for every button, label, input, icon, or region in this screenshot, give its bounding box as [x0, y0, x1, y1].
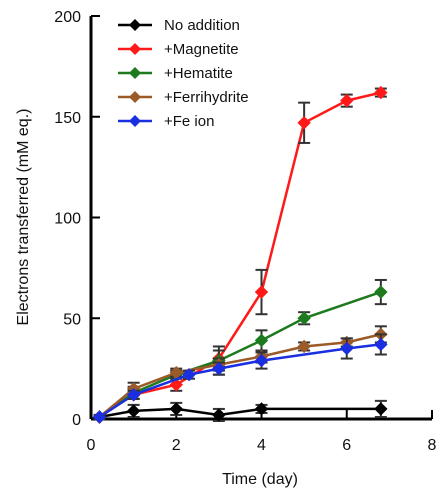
series-line: [98, 91, 382, 419]
data-point: [212, 361, 226, 376]
x-tick-label: 2: [172, 437, 181, 454]
x-tick-label: 4: [257, 437, 266, 454]
legend-marker: [129, 67, 141, 79]
legend-marker: [129, 19, 141, 31]
x-tick-label: 6: [342, 437, 351, 454]
legend-label: +Hematite: [164, 65, 233, 82]
data-point: [374, 285, 388, 299]
data-point: [374, 337, 388, 352]
series-line: [98, 290, 382, 419]
data-point: [169, 402, 183, 416]
series-line: [99, 407, 381, 419]
data-point: [374, 85, 388, 100]
data-point: [212, 408, 226, 422]
data-point: [254, 353, 269, 368]
series-line: [98, 343, 381, 419]
data-point: [297, 339, 311, 354]
data-point: [182, 367, 196, 382]
series-fe-ion: [92, 333, 388, 424]
data-point: [374, 402, 388, 416]
data-point: [92, 410, 107, 424]
data-point: [169, 378, 183, 392]
data-point: [126, 388, 141, 402]
data-point: [297, 116, 311, 130]
data-point: [126, 404, 141, 418]
y-tick-label: 150: [54, 110, 81, 127]
legend-label: +Magnetite: [164, 41, 239, 58]
axes: 0 2 4 6 8 0 50 100 150 200: [54, 9, 436, 454]
data-point: [340, 341, 354, 356]
legend-marker: [129, 43, 141, 55]
data-point: [254, 333, 269, 348]
plot-area: [92, 85, 388, 424]
x-tick-label: 8: [428, 437, 437, 454]
legend-label: +Ferrihydrite: [164, 89, 249, 106]
y-tick-label: 100: [54, 211, 81, 228]
y-tick-label: 200: [54, 9, 81, 26]
series-line: [98, 333, 382, 418]
y-tick-label: 50: [63, 311, 81, 328]
legend-label: No addition: [164, 17, 240, 34]
data-point: [254, 402, 269, 416]
legend-label: +Fe ion: [164, 113, 214, 130]
legend-marker: [129, 91, 141, 103]
y-axis-title: Electrons transferred (mM eq.): [15, 109, 32, 326]
legend: No addition +Magnetite +Hematite +Ferrihydr…: [118, 17, 249, 130]
data-point: [340, 93, 354, 108]
y-tick-label: 0: [72, 412, 81, 429]
x-axis-title: Time (day): [222, 471, 298, 488]
x-tick-label: 0: [87, 437, 96, 454]
data-point: [297, 311, 311, 325]
series-magnetite: [92, 85, 388, 424]
series-hematite: [92, 278, 388, 424]
legend-marker: [129, 115, 141, 127]
data-point: [254, 285, 269, 299]
